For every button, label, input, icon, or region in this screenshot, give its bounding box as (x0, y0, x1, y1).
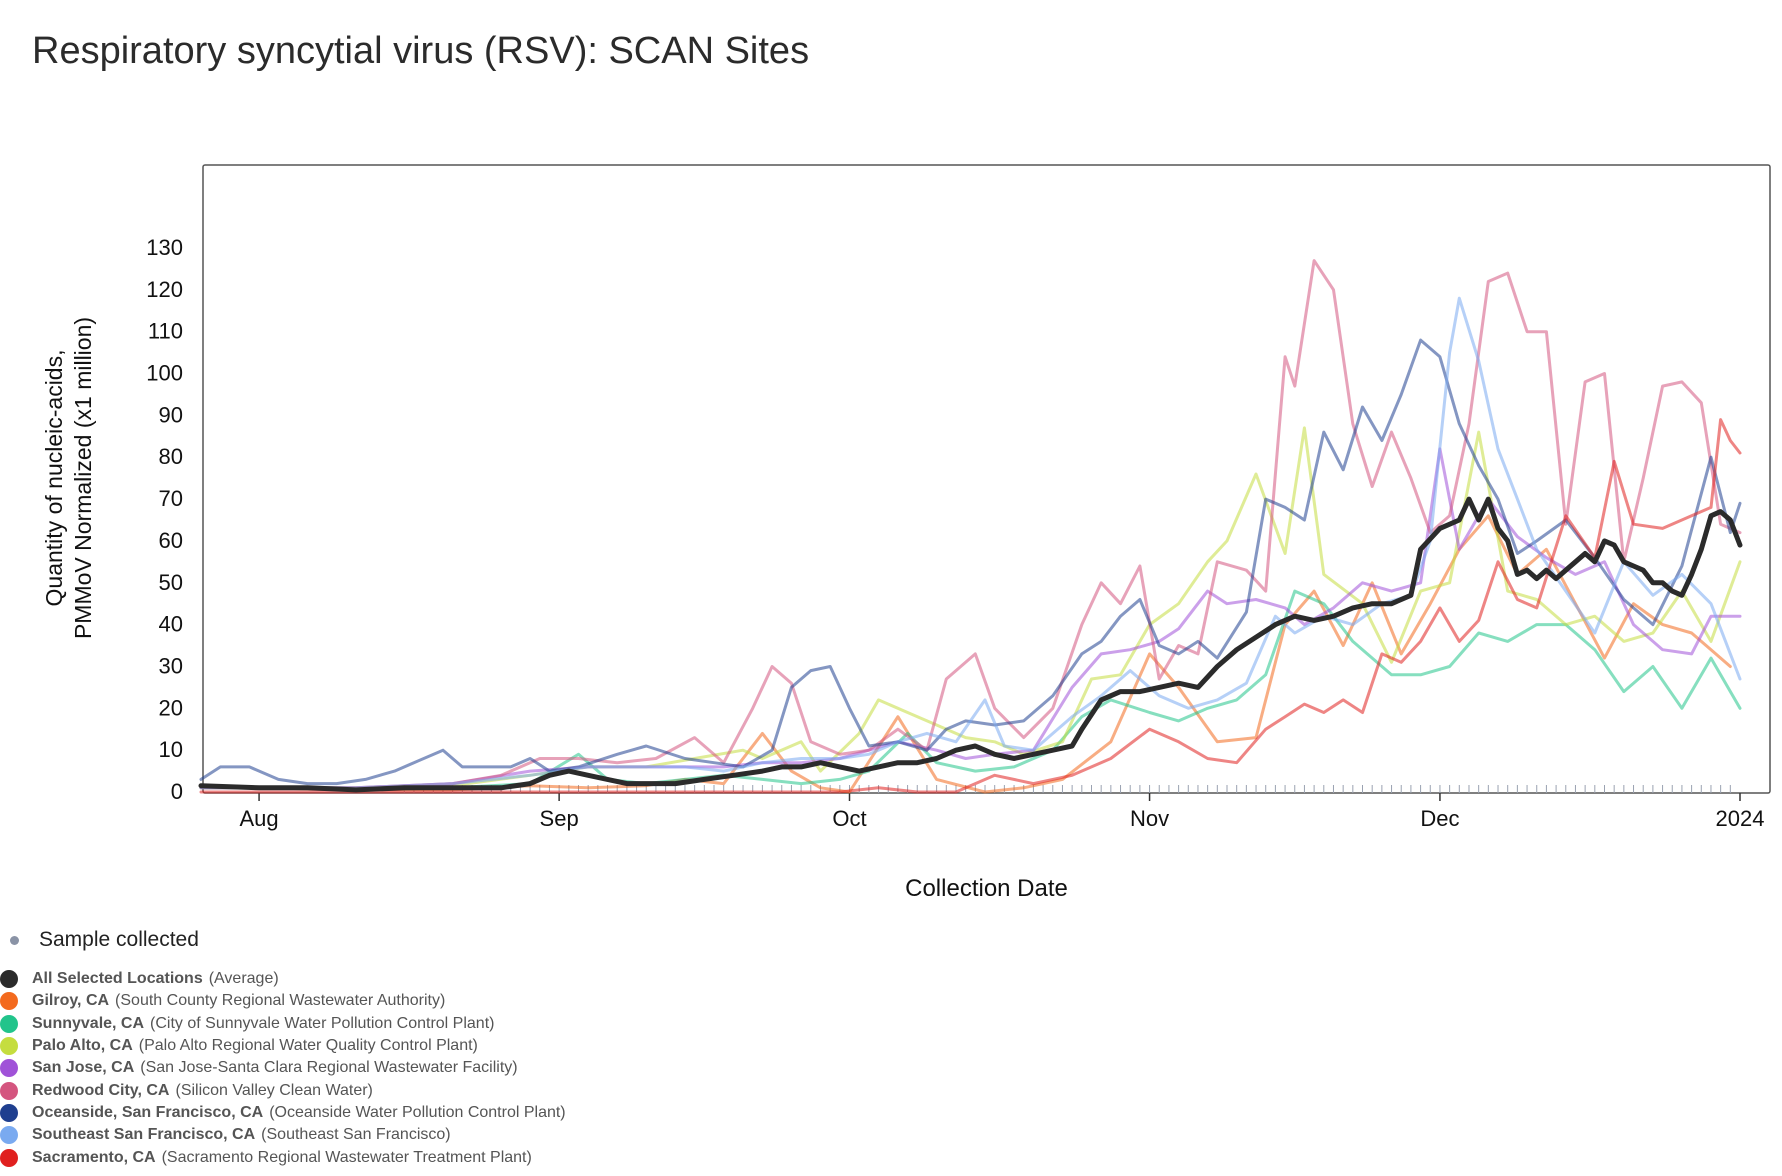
legend-swatch-icon (0, 1081, 18, 1100)
legend-swatch-icon (0, 1148, 18, 1167)
legend-swatch-icon (0, 1014, 18, 1033)
x-tick-label: Dec (1420, 806, 1459, 831)
y-tick-label: 130 (146, 235, 183, 260)
y-tick-label: 120 (146, 277, 183, 302)
legend-swatch-icon (0, 992, 18, 1011)
x-tick-label: Nov (1130, 806, 1169, 831)
legend-swatch-icon (0, 1059, 18, 1078)
legend-location-name: Southeast San Francisco, CA (32, 1126, 256, 1144)
legend-facility-desc: (City of Sunnyvale Water Pollution Contr… (150, 1014, 495, 1032)
legend-facility-desc: (Sacramento Regional Wastewater Treatmen… (161, 1148, 532, 1166)
series-line[interactable] (199, 418, 1742, 794)
x-tick-label: 2024 (1716, 806, 1765, 831)
legend-location-name: Sacramento, CA (32, 1148, 156, 1166)
legend-location-name: Sunnyvale, CA (32, 1014, 145, 1032)
legend-item[interactable]: Sacramento, CA (Sacramento Regional Waste… (0, 1146, 900, 1168)
y-tick-label: 80 (159, 444, 183, 469)
legend: All Selected Locations (Average) Gilroy, C… (0, 968, 900, 1169)
series-line[interactable] (199, 259, 1742, 790)
series-line-average[interactable] (198, 496, 1743, 793)
chart-title: Respiratory syncytial virus (RSV): SCAN … (32, 30, 810, 72)
y-tick-label: 0 (171, 779, 183, 804)
y-tick-label: 110 (148, 319, 183, 344)
legend-swatch-icon (0, 1037, 18, 1056)
y-tick-label: 90 (159, 402, 183, 427)
legend-facility-desc: (Southeast San Francisco) (261, 1126, 451, 1144)
y-tick-label: 70 (159, 486, 183, 511)
legend-facility-desc: (Palo Alto Regional Water Quality Contro… (138, 1037, 478, 1055)
series-line[interactable] (199, 296, 1742, 790)
legend-location-name: Oceanside, San Francisco, CA (32, 1103, 264, 1121)
legend-item[interactable]: San Jose, CA (San Jose-Santa Clara Region… (0, 1057, 900, 1079)
legend-item[interactable]: Palo Alto, CA (Palo Alto Regional Water Q… (0, 1035, 900, 1057)
legend-location-name: Redwood City, CA (32, 1081, 170, 1099)
y-axis-label-line: Quantity of nucleic-acids, (41, 350, 67, 607)
y-tick-label: 100 (146, 361, 183, 386)
legend-location-name: San Jose, CA (32, 1059, 135, 1077)
legend-swatch-icon (0, 1103, 18, 1122)
legend-item[interactable]: Gilroy, CA (South County Regional Wastewa… (0, 990, 900, 1012)
x-axis-label: Collection Date (905, 875, 1068, 902)
legend-item[interactable]: Southeast San Francisco, CA (Southeast Sa… (0, 1124, 900, 1146)
y-tick-label: 50 (159, 570, 183, 595)
y-tick-label: 30 (159, 653, 183, 678)
legend-swatch-icon (0, 970, 18, 989)
legend-facility-desc: (Silicon Valley Clean Water) (175, 1081, 373, 1099)
y-tick-label: 60 (159, 528, 183, 553)
plot-frame (202, 164, 1771, 794)
y-tick-label: 40 (159, 612, 183, 637)
sample-dot-icon (10, 935, 19, 945)
legend-facility-desc: (San Jose-Santa Clara Regional Wastewate… (140, 1059, 518, 1077)
y-tick-label: 10 (159, 737, 183, 762)
legend-facility-desc: (Oceanside Water Pollution Control Plant… (269, 1103, 566, 1121)
legend-item[interactable]: All Selected Locations (Average) (0, 968, 900, 990)
chart-canvas[interactable]: 0 10 20 30 40 50 60 70 80 90 100 110 120 130 Aug Sep Oct… (0, 0, 1782, 920)
legend-item[interactable]: Oceanside, San Francisco, CA (Oceanside W… (0, 1102, 900, 1124)
legend-location-name: All Selected Locations (32, 970, 203, 988)
y-tick-label: 20 (159, 695, 183, 720)
x-tick-label: Oct (832, 806, 866, 831)
y-axis-label: Quantity of nucleic-acids, PMMoV Normaliz… (41, 317, 96, 639)
sample-collected-label: Sample collected (39, 928, 199, 951)
series-line[interactable] (199, 338, 1742, 786)
x-tick-label: Sep (540, 806, 579, 831)
legend-facility-desc: (Average) (208, 970, 279, 988)
legend-item[interactable]: Sunnyvale, CA (City of Sunnyvale Water Po… (0, 1013, 900, 1035)
sample-collected-note: Sample collected (10, 928, 199, 952)
legend-swatch-icon (0, 1126, 18, 1145)
y-axis-label-line: PMMoV Normalized (x1 million) (70, 317, 96, 639)
legend-facility-desc: (South County Regional Wastewater Author… (115, 992, 446, 1010)
legend-item[interactable]: Redwood City, CA (Silicon Valley Clean Wa… (0, 1079, 900, 1101)
series-line[interactable] (199, 589, 1742, 792)
x-tick-label: Aug (239, 806, 278, 831)
legend-location-name: Palo Alto, CA (32, 1037, 133, 1055)
legend-location-name: Gilroy, CA (32, 992, 110, 1010)
